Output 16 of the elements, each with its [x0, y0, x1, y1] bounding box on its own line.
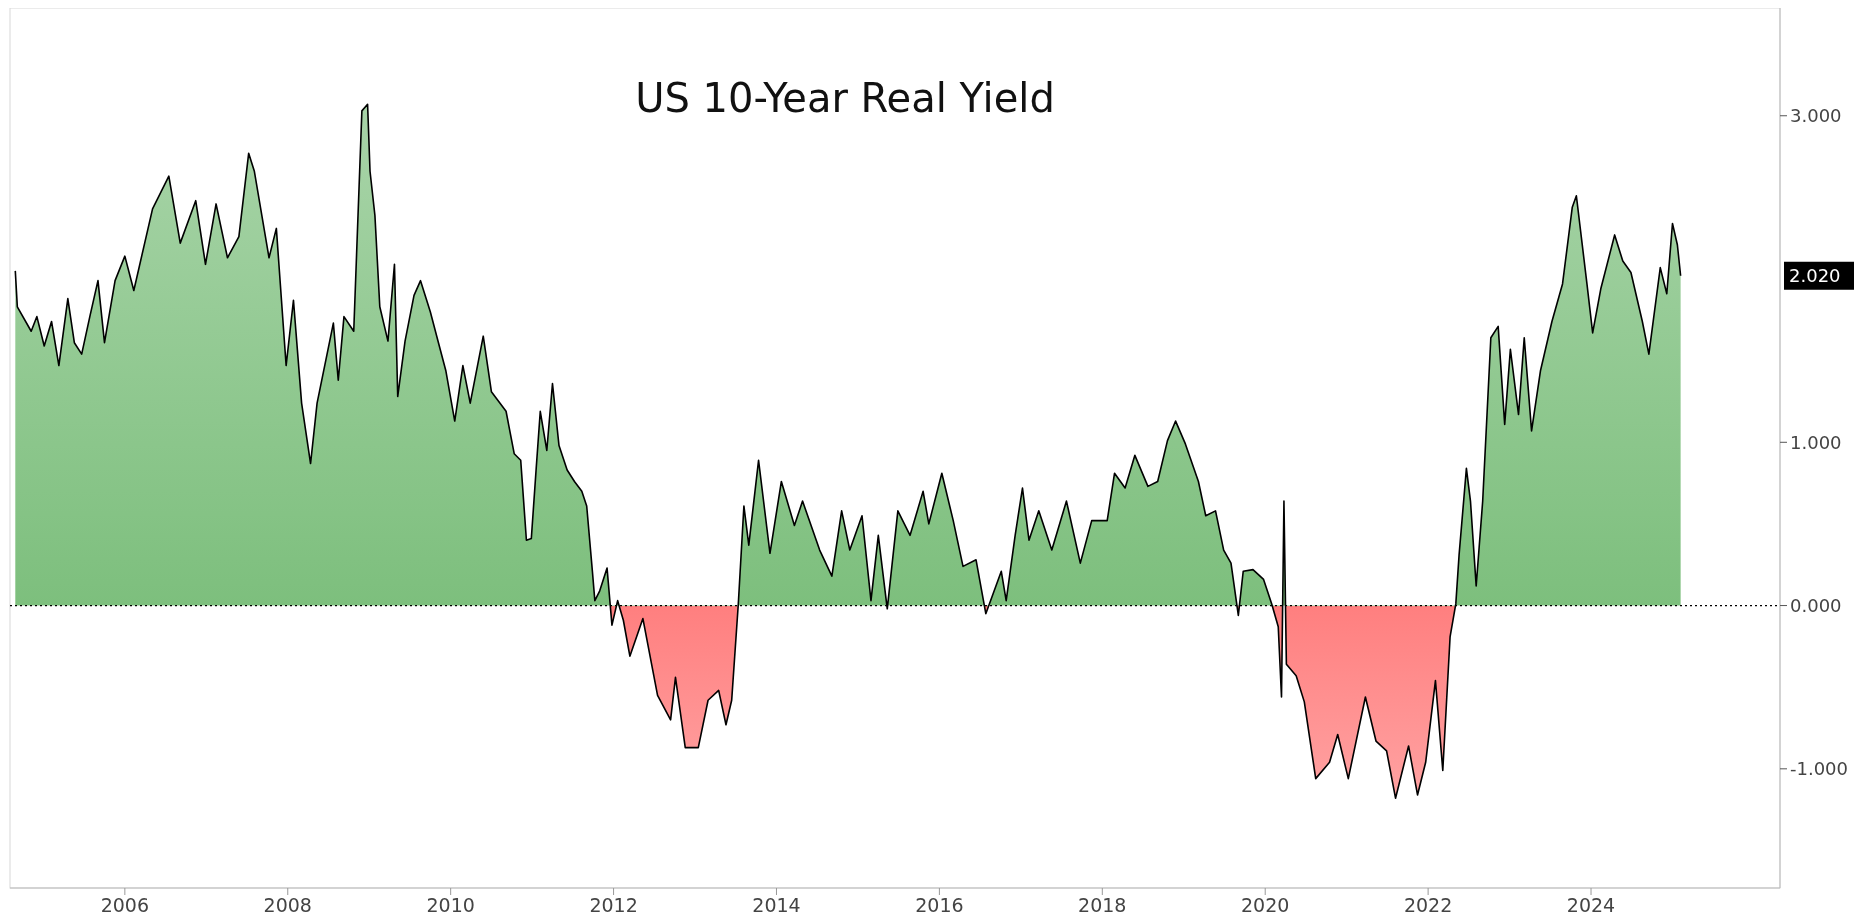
y-tick-label: 3.000 — [1790, 105, 1842, 127]
text: 2.020 — [1789, 265, 1841, 287]
x-tick-label: 2006 — [100, 894, 150, 916]
x-tick-label: 2020 — [1241, 894, 1290, 916]
x-tick-label: 2014 — [752, 894, 801, 916]
x-tick-label: 2022 — [1403, 894, 1453, 916]
y-tick-label: -1.000 — [1790, 758, 1849, 780]
x-tick-label: 2008 — [263, 894, 312, 916]
y-tick-label: 1.000 — [1790, 431, 1842, 453]
y-tick-label: 0.000 — [1790, 594, 1842, 616]
x-tick-label: 2024 — [1566, 894, 1616, 916]
x-tick-label: 2010 — [426, 894, 475, 916]
x-tick-label: 2016 — [915, 894, 964, 916]
x-tick-label: 2018 — [1078, 894, 1127, 916]
text: US 10-Year Real Yield — [635, 75, 1055, 121]
x-tick-label: 2012 — [589, 894, 638, 916]
